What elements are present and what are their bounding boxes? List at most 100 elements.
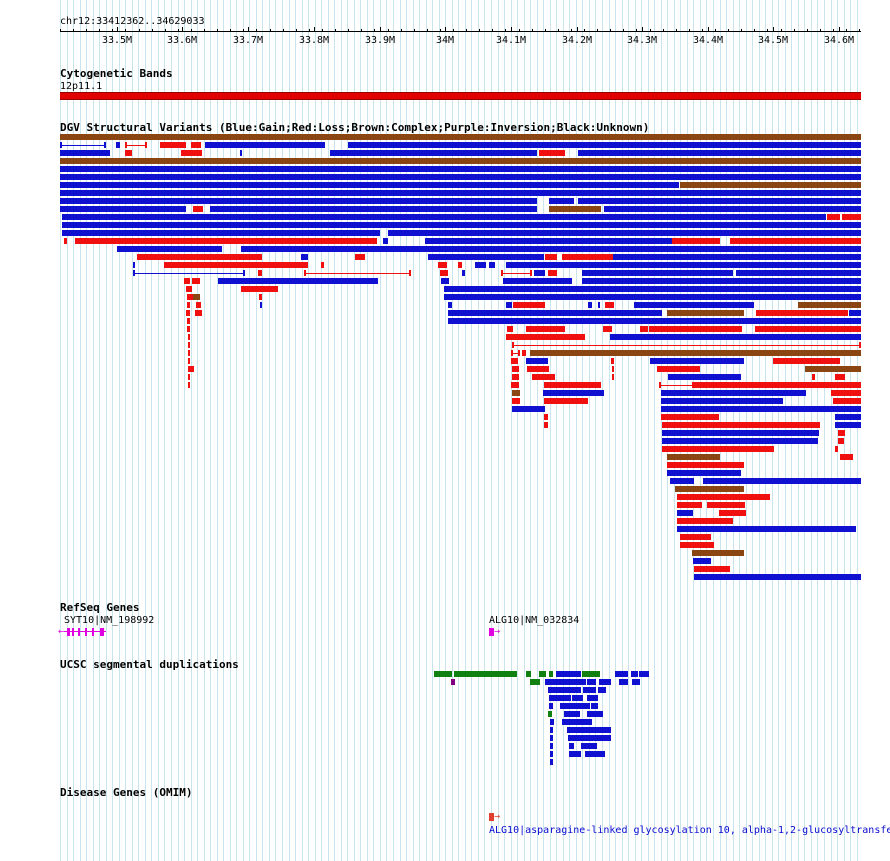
cytoband-bar[interactable] <box>60 92 861 100</box>
dgv-variant-loss[interactable] <box>188 366 194 372</box>
dgv-variant-loss[interactable] <box>506 334 585 340</box>
dgv-variant-gain[interactable] <box>62 230 380 236</box>
dgv-variant-loss[interactable] <box>612 366 614 372</box>
omim-feature-alg10[interactable]: → <box>489 812 503 822</box>
dgv-variant-gain[interactable] <box>60 206 186 212</box>
segdup-feature[interactable] <box>526 671 531 677</box>
segdup-feature[interactable] <box>550 727 553 733</box>
dgv-variant-loss[interactable] <box>195 310 202 316</box>
segdup-track-title[interactable]: UCSC segmental duplications <box>60 658 239 671</box>
dgv-variant-loss[interactable] <box>544 382 601 388</box>
dgv-variant-gain[interactable] <box>543 390 604 396</box>
dgv-variant-gain[interactable] <box>634 302 754 308</box>
segdup-feature[interactable] <box>599 679 611 685</box>
segdup-feature[interactable] <box>632 679 640 685</box>
dgv-variant-gain[interactable] <box>613 254 861 260</box>
dgv-variant-loss[interactable] <box>662 446 774 452</box>
dgv-variant-loss[interactable] <box>511 358 518 364</box>
dgv-variant-loss[interactable] <box>241 286 278 292</box>
dgv-variant-loss[interactable] <box>259 294 262 300</box>
dgv-variant-loss[interactable] <box>677 494 770 500</box>
dgv-variant-gain[interactable] <box>489 262 495 268</box>
segdup-feature[interactable] <box>598 687 606 693</box>
segdup-feature[interactable] <box>567 727 611 733</box>
dgv-variant-gain[interactable] <box>210 206 537 212</box>
dgv-variant-span[interactable] <box>511 353 520 354</box>
segdup-feature[interactable] <box>564 711 580 717</box>
dgv-variant-gain[interactable] <box>703 478 861 484</box>
dgv-variant-complex[interactable] <box>60 158 861 164</box>
dgv-variant-loss[interactable] <box>838 430 845 436</box>
omim-track-title[interactable]: Disease Genes (OMIM) <box>60 786 193 799</box>
dgv-variant-loss[interactable] <box>186 286 192 292</box>
dgv-variant-loss[interactable] <box>137 254 262 260</box>
dgv-variant-gain[interactable] <box>116 142 120 148</box>
segdup-feature[interactable] <box>550 759 553 765</box>
dgv-variant-gain[interactable] <box>60 198 537 204</box>
dgv-variant-loss[interactable] <box>833 398 861 404</box>
segdup-feature[interactable] <box>591 703 598 709</box>
refseq-track-title[interactable]: RefSeq Genes <box>60 601 140 614</box>
segdup-feature[interactable] <box>550 751 553 757</box>
dgv-variant-loss[interactable] <box>188 374 190 380</box>
dgv-variant-complex[interactable] <box>675 486 744 492</box>
segdup-feature[interactable] <box>639 671 649 677</box>
dgv-variant-loss[interactable] <box>831 390 861 396</box>
gene-model-alg10[interactable]: → <box>489 627 503 637</box>
dgv-variant-gain[interactable] <box>661 390 806 396</box>
segdup-feature[interactable] <box>615 671 628 677</box>
dgv-variant-gain[interactable] <box>677 510 693 516</box>
dgv-variant-loss[interactable] <box>193 206 203 212</box>
dgv-variant-gain[interactable] <box>60 182 679 188</box>
dgv-variant-loss[interactable] <box>125 150 132 156</box>
segdup-feature[interactable] <box>549 671 553 677</box>
dgv-variant-gain[interactable] <box>62 222 861 228</box>
dgv-variant-gain[interactable] <box>441 278 449 284</box>
dgv-variant-gain[interactable] <box>444 294 861 300</box>
dgv-variant-loss[interactable] <box>258 270 262 276</box>
segdup-feature[interactable] <box>454 671 517 677</box>
dgv-variant-loss[interactable] <box>184 278 190 284</box>
dgv-variant-loss[interactable] <box>773 358 840 364</box>
dgv-variant-loss[interactable] <box>512 374 519 380</box>
dgv-variant-gain[interactable] <box>849 310 861 316</box>
dgv-variant-loss[interactable] <box>838 438 844 444</box>
omim-label-alg10[interactable]: ALG10|asparagine-linked glycosylation 10… <box>489 825 890 836</box>
dgv-variant-loss[interactable] <box>812 374 815 380</box>
dgv-variant-span[interactable] <box>60 145 106 146</box>
dgv-variant-loss[interactable] <box>64 238 67 244</box>
dgv-variant-loss[interactable] <box>544 398 588 404</box>
dgv-variant-span[interactable] <box>659 385 694 386</box>
dgv-variant-gain[interactable] <box>667 470 741 476</box>
dgv-variant-loss[interactable] <box>526 326 565 332</box>
dgv-variant-gain[interactable] <box>650 358 744 364</box>
dgv-variant-gain[interactable] <box>582 278 861 284</box>
dgv-variant-loss[interactable] <box>160 142 186 148</box>
dgv-variant-loss[interactable] <box>545 254 557 260</box>
segdup-feature[interactable] <box>568 735 611 741</box>
dgv-variant-complex[interactable] <box>680 182 861 188</box>
dgv-variant-gain[interactable] <box>549 198 574 204</box>
dgv-variant-loss[interactable] <box>611 358 614 364</box>
dgv-variant-gain[interactable] <box>670 478 694 484</box>
dgv-variant-gain[interactable] <box>241 246 861 252</box>
dgv-variant-span[interactable] <box>133 273 245 274</box>
dgv-variant-loss[interactable] <box>707 502 745 508</box>
dgv-variant-gain[interactable] <box>60 174 861 180</box>
dgv-variant-gain[interactable] <box>133 262 135 268</box>
dgv-variant-gain[interactable] <box>218 278 378 284</box>
dgv-variant-complex[interactable] <box>667 454 720 460</box>
segdup-feature[interactable] <box>631 671 638 677</box>
segdup-feature[interactable] <box>548 687 581 693</box>
dgv-variant-loss[interactable] <box>188 342 190 348</box>
dgv-variant-loss[interactable] <box>730 238 861 244</box>
dgv-variant-loss[interactable] <box>842 214 861 220</box>
dgv-variant-gain[interactable] <box>534 270 545 276</box>
dgv-variant-loss[interactable] <box>605 302 614 308</box>
dgv-variant-loss[interactable] <box>612 374 614 380</box>
segdup-feature[interactable] <box>549 703 553 709</box>
dgv-variant-gain[interactable] <box>448 302 452 308</box>
dgv-variant-loss[interactable] <box>649 326 742 332</box>
dgv-variant-complex[interactable] <box>193 294 200 300</box>
segdup-feature[interactable] <box>548 711 552 717</box>
